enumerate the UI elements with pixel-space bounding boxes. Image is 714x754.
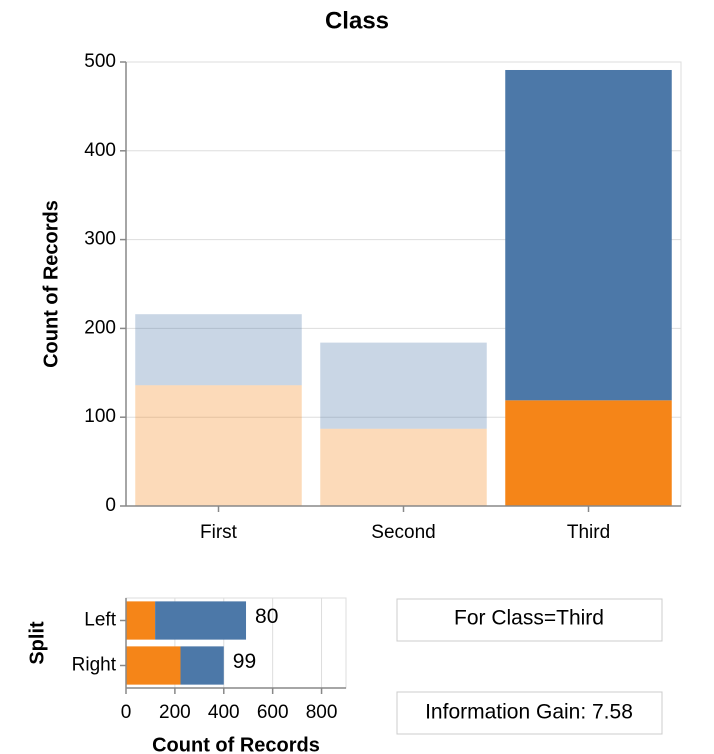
bar xyxy=(135,385,302,506)
bar xyxy=(180,646,224,685)
y-tick-label: Left xyxy=(84,610,116,631)
y-axis-title: Split xyxy=(26,621,48,665)
bar xyxy=(505,400,672,506)
y-tick-label: 0 xyxy=(105,495,116,516)
gain-text: Information Gain: 7.58 xyxy=(425,701,633,724)
x-tick-label: 0 xyxy=(121,702,132,723)
bar xyxy=(126,646,181,685)
x-tick-label: 200 xyxy=(159,702,191,723)
y-axis-title: Count of Records xyxy=(40,200,62,368)
bar xyxy=(320,342,487,429)
bar-end-label: 99 xyxy=(233,650,256,673)
x-tick-label: Third xyxy=(567,522,610,543)
x-tick-label: 800 xyxy=(306,702,338,723)
x-tick-label: 400 xyxy=(208,702,240,723)
bar xyxy=(320,428,487,506)
bar xyxy=(505,69,672,401)
y-tick-label: 200 xyxy=(84,317,116,338)
y-tick-label: 500 xyxy=(84,51,116,72)
chart-title: Class xyxy=(325,7,389,34)
y-tick-label: 300 xyxy=(84,229,116,250)
bar xyxy=(155,601,247,640)
info-box xyxy=(396,691,663,735)
bar xyxy=(126,601,156,640)
y-tick-label: Right xyxy=(72,655,117,676)
x-tick-label: Second xyxy=(371,522,435,543)
y-tick-label: 100 xyxy=(84,406,116,427)
x-tick-label: 600 xyxy=(257,702,289,723)
bar xyxy=(135,314,302,386)
selection-text: For Class=Third xyxy=(454,607,604,630)
x-tick-label: First xyxy=(200,522,238,543)
x-axis-title: Count of Records xyxy=(152,734,320,754)
info-box xyxy=(396,598,663,642)
bar-end-label: 80 xyxy=(255,605,278,628)
y-tick-label: 400 xyxy=(84,140,116,161)
